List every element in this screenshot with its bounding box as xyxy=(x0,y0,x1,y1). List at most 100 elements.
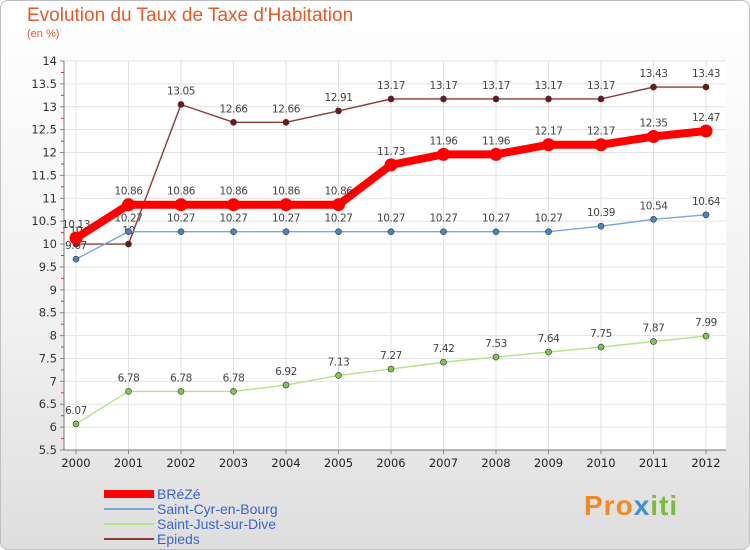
legend-item-breze: BRéZé xyxy=(104,486,201,502)
data-point xyxy=(174,198,188,212)
data-label: 12.91 xyxy=(324,92,352,104)
data-label: 13.17 xyxy=(482,80,510,92)
y-tick-label: 6.5 xyxy=(39,397,57,411)
data-point xyxy=(332,198,345,212)
data-label: 12.17 xyxy=(587,126,615,138)
data-point xyxy=(384,158,398,172)
data-label: 13.43 xyxy=(639,68,667,80)
data-label: 13.17 xyxy=(429,80,457,92)
data-label: 10.27 xyxy=(377,213,405,225)
data-label: 10.54 xyxy=(639,200,668,212)
data-label: 6.78 xyxy=(170,372,192,384)
y-tick-label: 8.5 xyxy=(39,306,57,320)
data-point xyxy=(387,228,395,236)
y-tick-label: 8 xyxy=(50,329,57,343)
data-label: 6.78 xyxy=(118,372,140,384)
data-point xyxy=(125,388,132,395)
data-label: 9.67 xyxy=(65,240,87,252)
data-label: 13.17 xyxy=(534,80,562,92)
data-point xyxy=(335,372,342,379)
data-point xyxy=(699,124,713,138)
data-label: 7.99 xyxy=(695,317,717,329)
data-label: 12.66 xyxy=(219,103,248,115)
data-label: 7.53 xyxy=(485,338,507,350)
data-label: 13.17 xyxy=(377,80,405,92)
x-tick-label: 2006 xyxy=(376,456,405,470)
proxiti-logo: Proxiti xyxy=(584,490,679,521)
data-point xyxy=(650,338,657,345)
plot-area xyxy=(64,61,726,450)
data-label: 10.13 xyxy=(62,219,90,231)
data-point xyxy=(597,222,605,230)
x-tick-label: 2007 xyxy=(429,456,458,470)
data-label: 12.35 xyxy=(639,118,667,130)
data-point xyxy=(72,420,80,428)
data-label: 12.66 xyxy=(272,103,301,115)
data-point xyxy=(492,353,500,361)
data-label: 10.86 xyxy=(114,186,143,198)
data-label: 10.27 xyxy=(272,213,300,225)
data-label: 10.27 xyxy=(219,213,247,225)
x-tick-label: 2004 xyxy=(271,456,300,470)
data-point xyxy=(492,95,500,103)
data-point xyxy=(177,101,185,108)
data-label: 6.78 xyxy=(223,372,245,384)
data-point xyxy=(122,198,135,212)
data-point xyxy=(597,343,605,351)
data-point xyxy=(230,388,237,395)
y-tick-label: 12.5 xyxy=(31,123,57,137)
data-label: 10.64 xyxy=(692,196,721,208)
data-label: 11.73 xyxy=(377,146,405,158)
data-label: 10.86 xyxy=(219,186,248,198)
data-label: 7.27 xyxy=(380,350,402,362)
data-point xyxy=(594,138,608,152)
data-label: 10.27 xyxy=(429,213,457,225)
legend-item-epieds: Epieds xyxy=(104,531,200,547)
data-point xyxy=(177,228,185,236)
data-point xyxy=(282,381,290,389)
data-label: 7.42 xyxy=(433,343,455,355)
x-tick-label: 2011 xyxy=(639,456,668,470)
data-point xyxy=(125,240,132,248)
data-label: 7.87 xyxy=(643,323,665,335)
data-label: 10.86 xyxy=(324,186,353,198)
data-label: 10.39 xyxy=(587,207,615,219)
data-point xyxy=(545,95,552,103)
y-tick-label: 7 xyxy=(50,374,57,388)
data-point xyxy=(702,332,710,340)
data-point xyxy=(437,147,450,161)
data-point xyxy=(542,138,555,152)
y-tick-label: 5.5 xyxy=(39,443,57,457)
y-tick-label: 12 xyxy=(42,146,57,160)
chart-title: Evolution du Taux de Taxe d'Habitation xyxy=(27,5,354,26)
x-tick-label: 2008 xyxy=(481,456,510,470)
y-tick-label: 13.5 xyxy=(31,77,57,91)
legend-label: BRéZé xyxy=(157,486,201,502)
data-point xyxy=(702,211,710,219)
y-tick-label: 7.5 xyxy=(39,351,57,365)
y-tick-label: 14 xyxy=(42,54,57,68)
data-point xyxy=(702,83,710,91)
legend-swatch-saint-just xyxy=(104,523,154,525)
data-point xyxy=(387,365,395,373)
data-point xyxy=(230,119,237,126)
y-tick-label: 11.5 xyxy=(31,168,57,182)
legend-label: Saint-Cyr-en-Bourg xyxy=(157,501,278,517)
data-point xyxy=(125,228,132,236)
data-point xyxy=(282,228,290,236)
data-label: 6.07 xyxy=(65,405,87,417)
data-label: 10.27 xyxy=(324,213,352,225)
data-point xyxy=(489,147,503,161)
data-point xyxy=(440,358,447,366)
data-point xyxy=(279,198,293,212)
data-label: 12.17 xyxy=(534,126,562,138)
data-point xyxy=(72,255,80,263)
data-point xyxy=(650,83,657,91)
y-tick-label: 9.5 xyxy=(39,260,57,274)
data-point xyxy=(650,216,657,223)
x-tick-label: 2001 xyxy=(114,456,143,470)
data-label: 7.13 xyxy=(328,356,350,368)
data-label: 13.05 xyxy=(167,85,195,97)
